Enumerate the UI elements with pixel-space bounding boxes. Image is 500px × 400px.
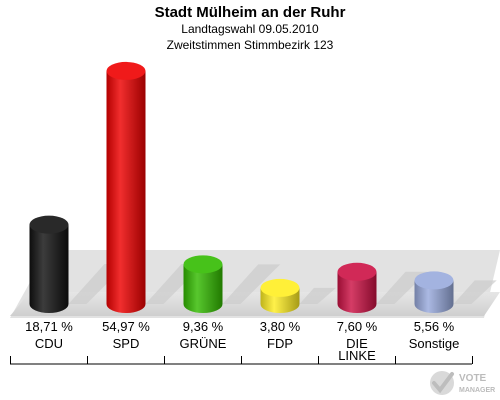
chart-title: Stadt Mülheim an der Ruhr [154,4,346,21]
chart-subtitle-election: Landtagswahl 09.05.2010 [181,22,319,36]
bar-die-linke [337,262,377,313]
value-label: 7,60 % [337,319,378,334]
bar-body [337,271,377,313]
bar-shadow [299,287,337,304]
bar-top [337,262,377,281]
bar-shadow [453,280,497,304]
value-label: 9,36 % [183,319,224,334]
bar-top [106,61,146,80]
bar-top [183,255,223,274]
bar-body [183,264,223,313]
logo-text-vote: VOTE [459,373,487,384]
bars [29,61,454,313]
category-axis [10,356,473,365]
value-label: 18,71 % [25,319,73,334]
logo-check-icon [430,371,454,395]
bar-sonstige [414,271,454,313]
category-label: FDP [267,336,293,351]
chart-subtitle-district: Zweitstimmen Stimmbezirk 123 [166,38,334,52]
bar-body [29,224,69,313]
category-label: LINKE [338,348,376,363]
bar-shadow [222,264,281,304]
bar-grüne [183,255,223,313]
value-label: 54,97 % [102,319,150,334]
bar-fdp [260,278,300,313]
bar-cdu [29,215,69,313]
bar-top [29,215,69,234]
vote-manager-logo: VOTE MANAGER [430,371,495,395]
logo-text-manager: MANAGER [459,387,495,394]
bar-top [260,278,300,297]
value-labels: 18,71 % 54,97 % 9,36 % 3,80 % 7,60 % 5,56 % [25,319,455,334]
category-label: SPD [113,336,140,351]
bar-top [414,271,454,290]
bar-body [106,70,146,313]
category-label: CDU [35,336,63,351]
category-label: Sonstige [409,336,460,351]
value-label: 5,56 % [414,319,455,334]
bar-spd [106,61,146,313]
category-label: GRÜNE [180,336,227,351]
category-label: DIE [346,336,368,351]
value-label: 3,80 % [260,319,301,334]
bar-body [414,280,454,313]
